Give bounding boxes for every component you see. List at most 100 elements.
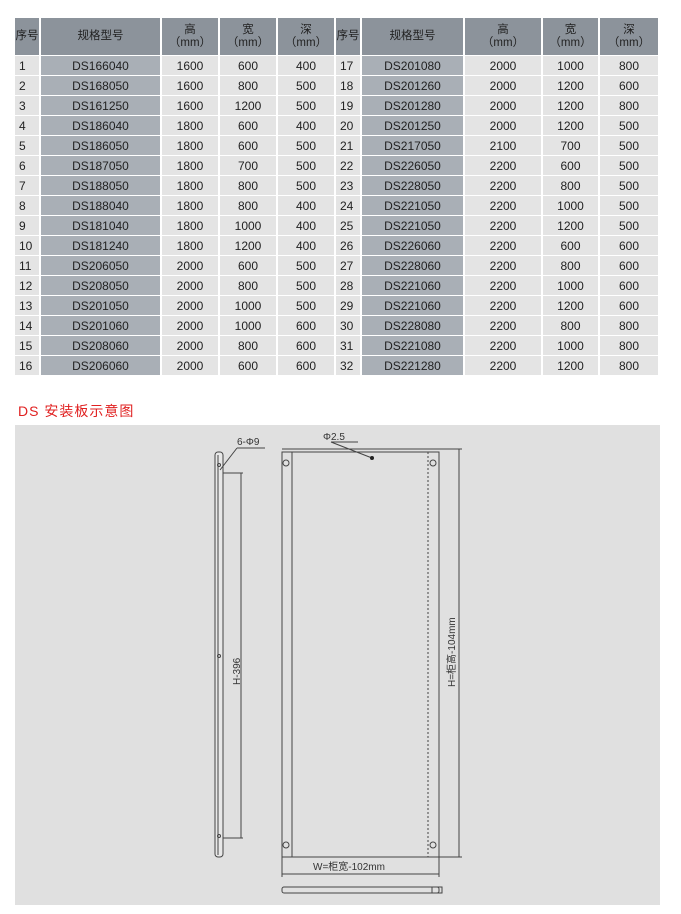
spec-table: 序号 规格型号高（mm）宽（mm）深（mm） 序号 规格型号高（mm）宽（mm）深（m… xyxy=(13,17,660,376)
model-cell: DS217050 xyxy=(362,136,463,155)
depth-cell: 500 xyxy=(600,136,658,155)
height-cell: 1800 xyxy=(162,176,218,195)
depth-cell: 800 xyxy=(600,56,658,75)
header-label: 深 xyxy=(300,23,312,36)
table-row: 15 DS208060 2000 800 600 31 DS221080 2200 1000 80… xyxy=(15,336,658,355)
row-number: 10 xyxy=(15,236,39,255)
width-cell: 600 xyxy=(220,256,276,275)
depth-cell: 600 xyxy=(600,256,658,275)
table-row: 5 DS186050 1800 600 500 21 DS217050 2100 700 500 xyxy=(15,136,658,155)
width-cell: 1200 xyxy=(543,116,598,135)
header-unit: （mm） xyxy=(549,36,592,49)
table-row: 10 DS181240 1800 1200 400 26 DS226060 2200 600 60… xyxy=(15,236,658,255)
depth-cell: 500 xyxy=(278,156,334,175)
width-cell: 800 xyxy=(543,256,598,275)
width-cell: 700 xyxy=(220,156,276,175)
table-row: 16 DS206060 2000 600 600 32 DS221280 2200 1200 80… xyxy=(15,356,658,375)
height-cell: 2200 xyxy=(465,176,541,195)
height-cell: 2200 xyxy=(465,356,541,375)
table-row: 3 DS161250 1600 1200 500 19 DS201280 2000 1200 80… xyxy=(15,96,658,115)
width-cell: 800 xyxy=(220,336,276,355)
row-number: 11 xyxy=(15,256,39,275)
table-row: 6 DS187050 1800 700 500 22 DS226050 2200 600 500 xyxy=(15,156,658,175)
width-cell: 800 xyxy=(543,176,598,195)
width-cell: 800 xyxy=(543,316,598,335)
width-cell: 1000 xyxy=(543,196,598,215)
width-cell: 1200 xyxy=(220,236,276,255)
height-cell: 2000 xyxy=(465,76,541,95)
depth-cell: 500 xyxy=(278,136,334,155)
height-cell: 2000 xyxy=(162,276,218,295)
row-number: 1 xyxy=(15,56,39,75)
depth-cell: 800 xyxy=(600,356,658,375)
model-cell: DS221050 xyxy=(362,196,463,215)
model-cell: DS201250 xyxy=(362,116,463,135)
row-number: 15 xyxy=(15,336,39,355)
mounting-plate-diagram: 6-Φ9 Φ2.5 H-396 H=柜高-104mm W=柜宽-102mm xyxy=(214,432,462,894)
model-cell: DS201280 xyxy=(362,96,463,115)
model-cell: DS161250 xyxy=(41,96,160,115)
row-number: 7 xyxy=(15,176,39,195)
model-cell: DS206050 xyxy=(41,256,160,275)
column-header: 宽（mm） xyxy=(220,18,276,55)
height-label: H=柜高-104mm xyxy=(445,617,458,687)
table-row: 1 DS166040 1600 600 400 17 DS201080 2000 1000 800 xyxy=(15,56,658,75)
header-label: 序号 xyxy=(15,30,39,42)
model-cell: DS168050 xyxy=(41,76,160,95)
depth-cell: 400 xyxy=(278,216,334,235)
height-cell: 2000 xyxy=(465,96,541,115)
bottom-view-plate xyxy=(281,886,440,894)
header-label: 序号 xyxy=(336,30,360,42)
row-number: 18 xyxy=(336,76,360,95)
model-cell: DS186050 xyxy=(41,136,160,155)
model-cell: DS221060 xyxy=(362,296,463,315)
table-row: 8 DS188040 1800 800 400 24 DS221050 2200 1000 500 xyxy=(15,196,658,215)
height-cell: 2200 xyxy=(465,196,541,215)
width-cell: 1200 xyxy=(543,76,598,95)
model-cell: DS181040 xyxy=(41,216,160,235)
depth-cell: 500 xyxy=(600,216,658,235)
depth-cell: 600 xyxy=(600,296,658,315)
table-row: 7 DS188050 1800 800 500 23 DS228050 2200 800 500 xyxy=(15,176,658,195)
model-cell: DS228080 xyxy=(362,316,463,335)
height-cell: 1600 xyxy=(162,56,218,75)
depth-cell: 500 xyxy=(600,156,658,175)
row-number: 27 xyxy=(336,256,360,275)
column-header: 深（mm） xyxy=(278,18,334,55)
model-cell: DS188040 xyxy=(41,196,160,215)
depth-cell: 600 xyxy=(600,276,658,295)
row-number: 17 xyxy=(336,56,360,75)
row-number: 8 xyxy=(15,196,39,215)
width-cell: 800 xyxy=(220,76,276,95)
height-cell: 1800 xyxy=(162,196,218,215)
row-number: 21 xyxy=(336,136,360,155)
height-cell: 2200 xyxy=(465,216,541,235)
front-view-plate xyxy=(281,451,440,858)
depth-cell: 600 xyxy=(600,76,658,95)
height-cell: 1800 xyxy=(162,116,218,135)
depth-cell: 600 xyxy=(278,336,334,355)
height-cell: 2200 xyxy=(465,276,541,295)
column-header: 高（mm） xyxy=(465,18,541,55)
depth-cell: 500 xyxy=(600,196,658,215)
column-header: 序号 xyxy=(336,18,360,55)
width-label: W=柜宽-102mm xyxy=(313,860,385,873)
depth-cell: 400 xyxy=(278,56,334,75)
table-row: 4 DS186040 1800 600 400 20 DS201250 2000 1200 500 xyxy=(15,116,658,135)
height-cell: 2200 xyxy=(465,256,541,275)
table-row: 2 DS168050 1600 800 500 18 DS201260 2000 1200 600 xyxy=(15,76,658,95)
width-cell: 1200 xyxy=(543,216,598,235)
model-cell: DS201080 xyxy=(362,56,463,75)
table-row: 9 DS181040 1800 1000 400 25 DS221050 2200 1200 50… xyxy=(15,216,658,235)
row-number: 9 xyxy=(15,216,39,235)
depth-cell: 800 xyxy=(600,316,658,335)
depth-cell: 500 xyxy=(600,176,658,195)
width-cell: 1200 xyxy=(543,96,598,115)
table-row: 11 DS206050 2000 600 500 27 DS228060 2200 800 600 xyxy=(15,256,658,275)
height-cell: 1800 xyxy=(162,236,218,255)
model-cell: DS221050 xyxy=(362,216,463,235)
height-cell: 1600 xyxy=(162,76,218,95)
row-number: 29 xyxy=(336,296,360,315)
row-number: 24 xyxy=(336,196,360,215)
depth-cell: 400 xyxy=(278,236,334,255)
